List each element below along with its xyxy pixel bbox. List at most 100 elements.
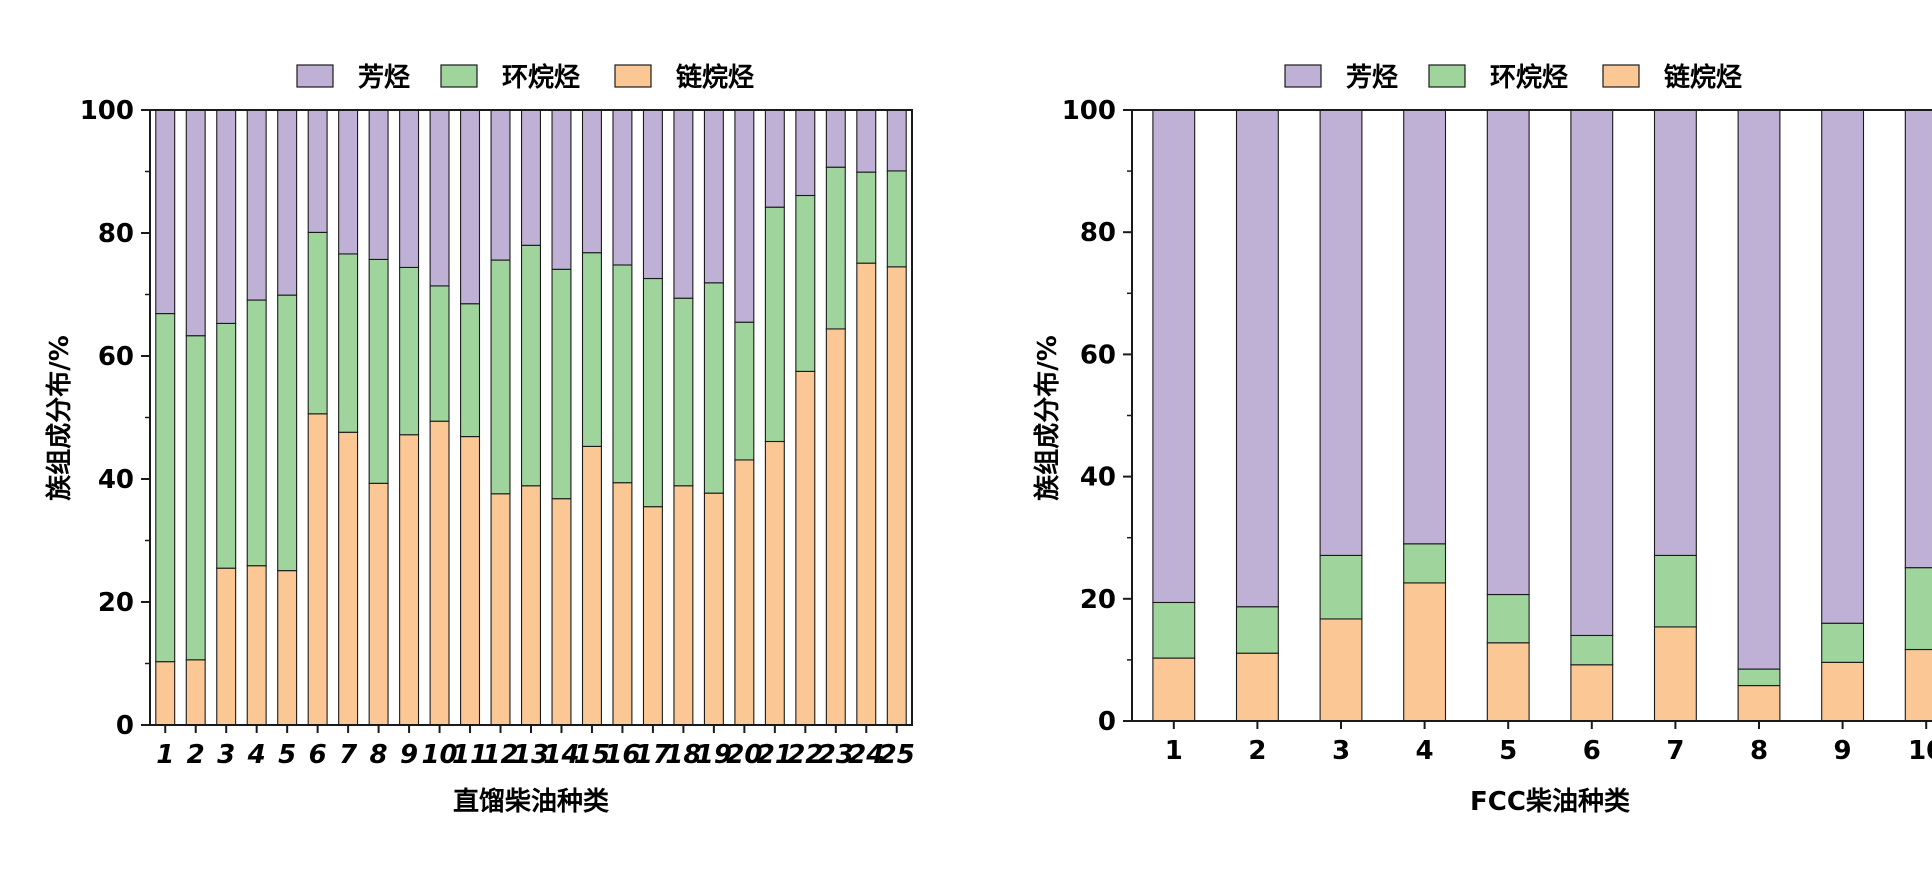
legend-label-paraffins: 链烷烃	[1664, 62, 1742, 93]
x-tick-label-22: 22	[787, 740, 823, 770]
bar-aromatics-2	[1235, 109, 1279, 608]
bar-paraffins-21	[764, 440, 785, 726]
bar-paraffins-2	[1235, 652, 1279, 722]
bar-paraffins-8	[1737, 685, 1781, 722]
x-axis-title: 直馏柴油种类	[453, 787, 609, 817]
bar-aromatics-19	[703, 109, 724, 284]
bar-aromatics-4	[246, 109, 267, 301]
chart-fcc-diesel: 族组成分布/% FCC柴油种类 芳烃 环烷烃 链烷烃 1234567891002…	[1032, 62, 1932, 817]
bar-naphthenes-8	[1737, 668, 1781, 687]
bar-naphthenes-19	[703, 282, 724, 494]
y-tick-label-0: 0	[1098, 707, 1116, 737]
bar-paraffins-2	[185, 659, 206, 726]
bar-naphthenes-14	[551, 268, 572, 500]
x-tick-label-15: 15	[574, 740, 610, 770]
bar-aromatics-3	[216, 109, 237, 324]
bar-aromatics-7	[1653, 109, 1697, 556]
bar-naphthenes-7	[338, 253, 359, 433]
bar-naphthenes-20	[734, 321, 755, 461]
x-tick-label-8: 8	[370, 740, 388, 770]
x-tick-label-10: 10	[421, 740, 457, 770]
bar-paraffins-12	[490, 493, 511, 726]
x-tick-label-9: 9	[400, 740, 418, 770]
bar-paraffins-5	[277, 570, 298, 726]
bar-paraffins-13	[520, 485, 541, 726]
bar-paraffins-24	[856, 262, 877, 726]
bar-paraffins-14	[551, 498, 572, 726]
plot-frame	[149, 109, 913, 726]
legend-swatch-aromatics	[296, 64, 334, 88]
x-tick-label-7: 7	[1666, 736, 1684, 766]
bar-naphthenes-15	[581, 252, 602, 447]
bar-naphthenes-7	[1653, 554, 1697, 628]
x-tick-label-6: 6	[309, 740, 327, 770]
x-tick-label-14: 14	[543, 740, 579, 770]
bar-aromatics-23	[825, 109, 846, 168]
legend-swatch-naphthenes	[440, 64, 478, 88]
bar-aromatics-25	[886, 109, 907, 172]
bar-aromatics-16	[612, 109, 633, 266]
y-axis-title: 族组成分布/%	[1032, 335, 1063, 501]
bar-naphthenes-1	[1152, 601, 1196, 659]
bar-paraffins-3	[216, 567, 237, 726]
bar-aromatics-20	[734, 109, 755, 323]
x-tick-label-12: 12	[482, 740, 518, 770]
x-tick-label-5: 5	[1499, 736, 1517, 766]
bar-paraffins-10	[1904, 648, 1932, 722]
x-tick-label-20: 20	[726, 740, 762, 770]
x-tick-label-7: 7	[339, 740, 358, 770]
bar-paraffins-1	[155, 661, 176, 726]
y-tick-label-0: 0	[116, 711, 134, 741]
bar-paraffins-16	[612, 482, 633, 726]
legend: 芳烃 环烷烃 链烷烃	[1284, 62, 1742, 93]
bar-paraffins-15	[581, 445, 602, 726]
legend-swatch-paraffins	[614, 64, 652, 88]
x-tick-label-4: 4	[247, 740, 266, 770]
legend-swatch-naphthenes	[1428, 64, 1466, 88]
bar-naphthenes-2	[185, 335, 206, 661]
bar-paraffins-6	[1570, 664, 1614, 722]
x-tick-label-1: 1	[1165, 736, 1183, 766]
bar-aromatics-6	[307, 109, 328, 233]
x-tick-label-19: 19	[696, 740, 732, 770]
bar-naphthenes-17	[642, 277, 663, 508]
legend-label-paraffins: 链烷烃	[676, 62, 754, 93]
bar-aromatics-8	[368, 109, 389, 260]
x-tick-label-2: 2	[1248, 736, 1266, 766]
legend-swatch-aromatics	[1284, 64, 1322, 88]
bar-aromatics-1	[155, 109, 176, 315]
bar-paraffins-25	[886, 266, 907, 726]
bar-paraffins-4	[246, 565, 267, 726]
bar-aromatics-15	[581, 109, 602, 254]
bar-naphthenes-5	[1486, 593, 1530, 644]
bar-paraffins-5	[1486, 642, 1530, 722]
bar-naphthenes-9	[1821, 622, 1865, 663]
bar-paraffins-20	[734, 459, 755, 726]
plot-area: 1 2 3 4 5 6 7 8 9 1011121314151617181920212223242…	[80, 96, 915, 770]
x-axis-title: FCC柴油种类	[1470, 787, 1630, 817]
x-tick-label-2: 2	[187, 740, 205, 770]
bar-naphthenes-5	[277, 294, 298, 572]
x-tick-label-3: 3	[1332, 736, 1350, 766]
bar-naphthenes-10	[429, 285, 450, 422]
bar-naphthenes-24	[856, 171, 877, 264]
bar-naphthenes-8	[368, 258, 389, 484]
bar-aromatics-13	[520, 109, 541, 246]
x-tick-label-25: 25	[879, 740, 915, 770]
bar-aromatics-18	[673, 109, 694, 299]
x-tick-label-9: 9	[1834, 736, 1852, 766]
x-tick-label-3: 3	[217, 740, 235, 770]
x-tick-label-18: 18	[665, 740, 701, 770]
y-tick-label-20: 20	[1080, 585, 1116, 615]
bar-naphthenes-12	[490, 259, 511, 495]
bar-naphthenes-4	[1403, 543, 1447, 584]
x-tick-label-23: 23	[818, 740, 854, 770]
bar-naphthenes-4	[246, 299, 267, 567]
bar-naphthenes-13	[520, 244, 541, 487]
bar-paraffins-7	[338, 431, 359, 726]
bar-paraffins-19	[703, 492, 724, 726]
bar-paraffins-17	[642, 506, 663, 726]
bar-aromatics-1	[1152, 109, 1196, 604]
bar-paraffins-4	[1403, 582, 1447, 722]
bar-aromatics-9	[399, 109, 420, 268]
